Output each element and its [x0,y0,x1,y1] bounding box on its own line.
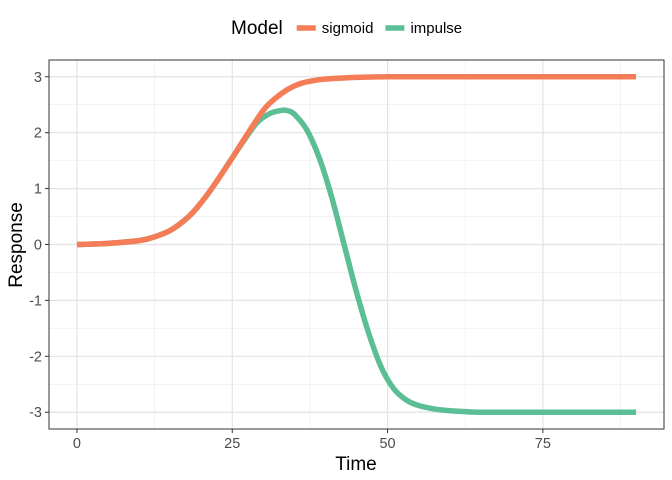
y-tick-label: -2 [29,349,42,365]
y-tick-label: -3 [29,405,42,421]
y-axis-title: Response [6,202,27,288]
y-tick-label: 3 [34,70,42,86]
x-axis-title: Time [335,454,377,475]
y-tick-label: 1 [34,182,42,198]
x-tick-label: 50 [379,436,395,452]
series-line-sigmoid [76,73,637,248]
legend-label-sigmoid: sigmoid [322,20,374,37]
ticks: 0 25 50 75 -3 -2 -1 0 1 2 3 [29,70,551,452]
legend-label-impulse: impulse [410,20,462,37]
legend-title: Model [231,18,283,39]
legend: Model sigmoid impulse [231,18,462,39]
x-tick-label: 25 [224,436,240,452]
x-tick-label: 0 [73,436,81,452]
y-tick-label: 2 [34,126,42,142]
y-tick-label: 0 [34,238,42,254]
series-layer [76,73,637,416]
y-tick-label: -1 [29,293,42,309]
x-tick-label: 75 [535,436,551,452]
grid [49,60,664,429]
